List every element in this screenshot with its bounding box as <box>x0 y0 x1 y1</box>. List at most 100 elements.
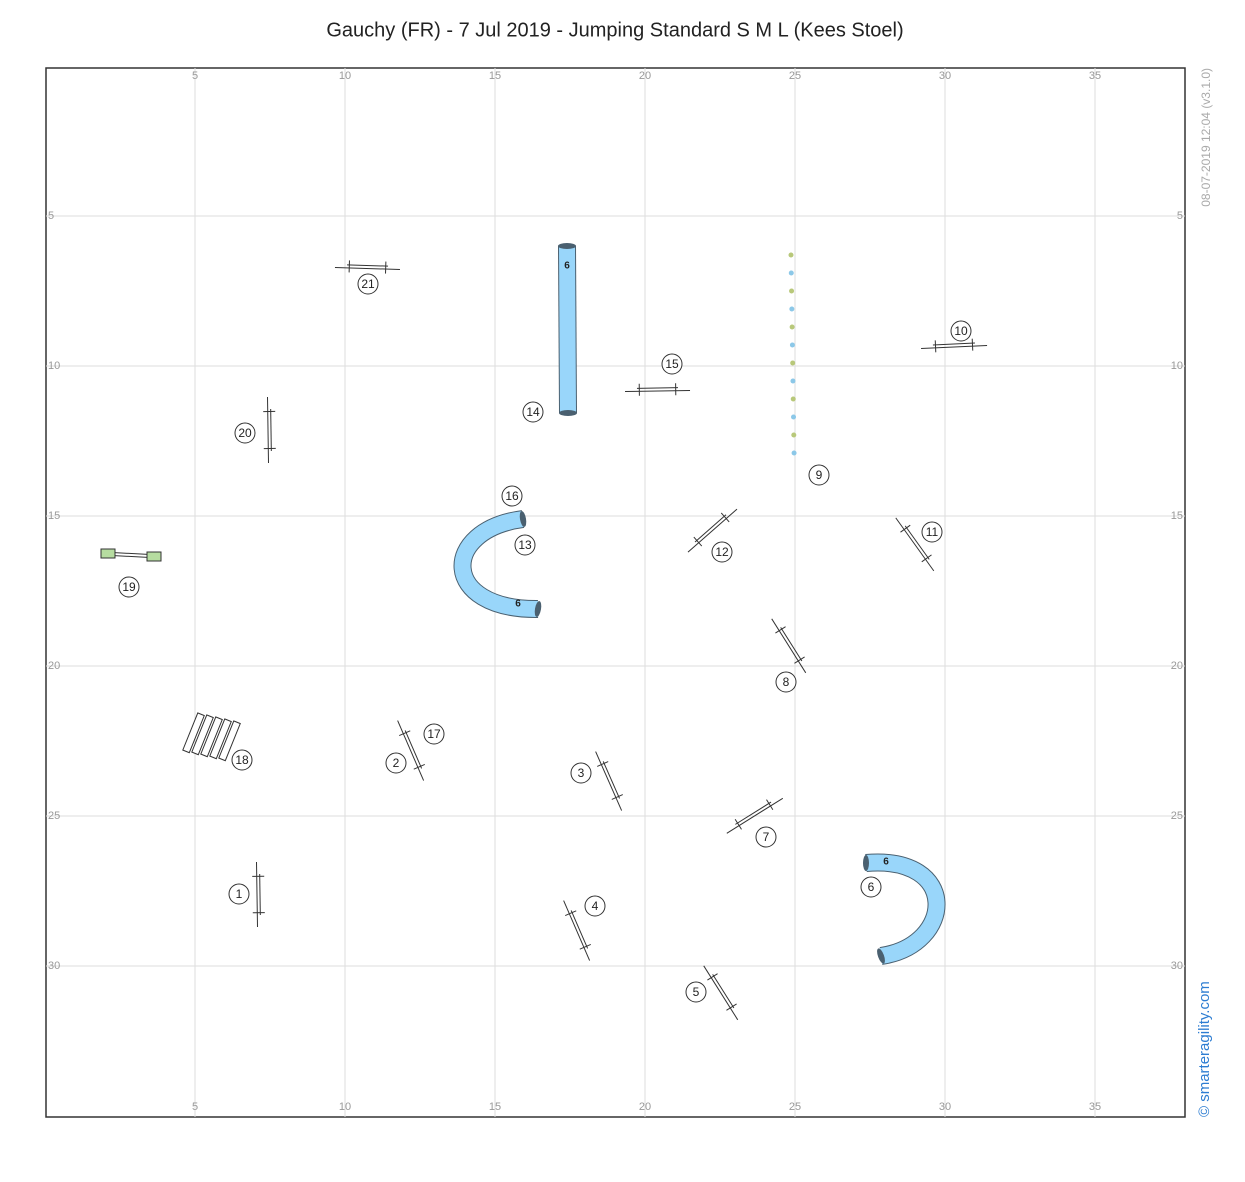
copyright: © smarteragility.com <box>1196 981 1213 1117</box>
y-tick-label: 20 <box>1171 660 1183 672</box>
jump-bar <box>921 345 987 348</box>
weave-pole <box>791 397 796 402</box>
weave-pole <box>791 415 796 420</box>
title: Gauchy (FR) - 7 Jul 2019 - Jumping Stand… <box>326 19 903 41</box>
x-tick-label: 15 <box>489 1101 501 1113</box>
jump-bar <box>772 619 806 673</box>
x-tick-label: 15 <box>489 70 501 82</box>
jump-bar <box>637 388 678 389</box>
obstacle-number: 10 <box>954 324 968 338</box>
y-tick-label: 30 <box>48 960 60 972</box>
timestamp: 08-07-2019 12:04 (v3.1.0) <box>1199 68 1213 207</box>
table-end <box>147 552 161 561</box>
jump <box>625 383 690 396</box>
obstacle-number: 2 <box>393 756 400 770</box>
jump-wing <box>972 339 973 351</box>
obstacle-number: 7 <box>763 830 770 844</box>
jump-wing <box>414 764 425 769</box>
weave-pole <box>790 361 795 366</box>
x-tick-label: 5 <box>192 70 198 82</box>
tunnel-label: 6 <box>564 261 570 272</box>
tunnel <box>863 855 937 965</box>
weave-pole <box>790 379 795 384</box>
jump <box>921 339 987 353</box>
weave-pole <box>790 343 795 348</box>
jump-bar <box>933 343 975 345</box>
y-tick-label: 15 <box>1171 510 1183 522</box>
obstacle-number: 21 <box>361 277 375 291</box>
obstacle-number: 15 <box>665 357 679 371</box>
x-tick-label: 35 <box>1089 70 1101 82</box>
jump-bar <box>596 752 622 811</box>
jump-bar <box>704 966 738 1020</box>
obstacle-number: 16 <box>505 489 519 503</box>
obstacle-number: 4 <box>592 899 599 913</box>
jump-wing <box>935 340 936 352</box>
weave-pole <box>789 289 794 294</box>
weave-pole <box>792 451 797 456</box>
obstacle-number: 20 <box>238 426 252 440</box>
y-tick-label: 20 <box>48 660 60 672</box>
x-tick-label: 20 <box>639 1101 651 1113</box>
y-tick-label: 5 <box>48 210 54 222</box>
y-tick-label: 25 <box>48 810 60 822</box>
x-tick-label: 20 <box>639 70 651 82</box>
obstacle-number: 1 <box>236 887 243 901</box>
field-border <box>46 68 1185 1117</box>
obstacle-number: 3 <box>578 766 585 780</box>
jump-wing <box>565 911 576 916</box>
weave-pole <box>789 271 794 276</box>
jump-bar <box>603 761 619 798</box>
jump-bar <box>781 627 802 661</box>
jump-bar <box>271 409 272 451</box>
obstacle-number: 18 <box>235 753 249 767</box>
obstacle-number: 9 <box>816 468 823 482</box>
y-tick-label: 30 <box>1171 960 1183 972</box>
jump-wing <box>580 944 591 949</box>
weave-pole <box>790 325 795 330</box>
x-tick-label: 25 <box>789 1101 801 1113</box>
tunnel <box>463 511 543 618</box>
jump-wing <box>597 762 608 767</box>
tunnel-end <box>558 243 576 249</box>
obstacle-number: 13 <box>518 538 532 552</box>
jump-bar <box>713 974 734 1008</box>
x-tick-label: 5 <box>192 1101 198 1113</box>
tunnel-label: 6 <box>883 857 889 868</box>
jump-bar <box>695 515 726 542</box>
obstacle-number: 14 <box>526 405 540 419</box>
obstacle-number: 11 <box>926 525 939 539</box>
jump <box>263 397 276 463</box>
obstacle-number: 8 <box>783 675 790 689</box>
jump <box>772 619 806 673</box>
obstacle-number: 19 <box>122 580 136 594</box>
y-tick-label: 15 <box>48 510 60 522</box>
tunnel-end <box>863 855 869 871</box>
tunnel-label: 6 <box>515 599 521 610</box>
y-tick-label: 10 <box>1171 360 1183 372</box>
weave-pole <box>789 253 794 258</box>
y-tick-label: 5 <box>1177 210 1183 222</box>
x-tick-label: 35 <box>1089 1101 1101 1113</box>
tunnel-end <box>559 410 577 416</box>
jump-bar <box>571 910 587 948</box>
obstacle-number: 6 <box>868 880 875 894</box>
jump <box>252 862 265 927</box>
jump-bar <box>260 874 261 915</box>
weave-pole <box>791 433 796 438</box>
x-tick-label: 10 <box>339 70 351 82</box>
table-end <box>101 549 115 558</box>
weave-pole <box>789 307 794 312</box>
x-tick-label: 25 <box>789 70 801 82</box>
jump-bar <box>347 265 388 266</box>
y-tick-label: 25 <box>1171 810 1183 822</box>
jump-bar <box>257 862 258 927</box>
jump-wing <box>399 731 410 736</box>
tunnel-body <box>866 862 937 956</box>
x-tick-label: 30 <box>939 70 951 82</box>
jump <box>596 752 623 811</box>
x-tick-label: 30 <box>939 1101 951 1113</box>
